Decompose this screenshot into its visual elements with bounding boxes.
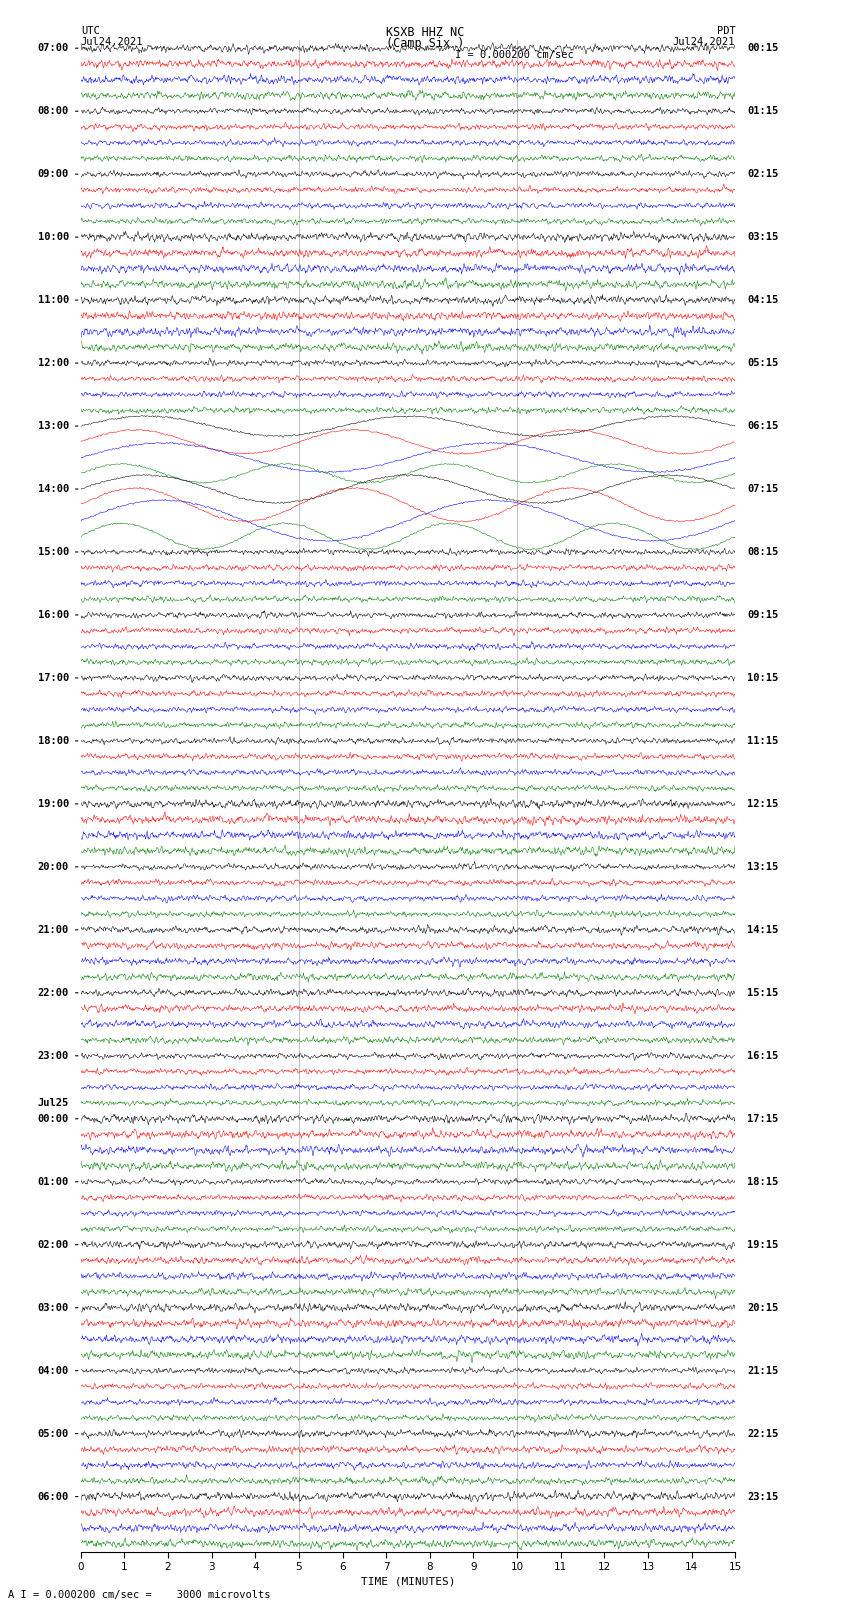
Text: (Camp Six ): (Camp Six ) [386,37,464,50]
Text: 16:00: 16:00 [37,610,69,619]
Text: 19:15: 19:15 [747,1240,779,1250]
Text: 13:00: 13:00 [37,421,69,431]
Text: 20:00: 20:00 [37,861,69,873]
Text: 09:00: 09:00 [37,169,69,179]
Text: 08:00: 08:00 [37,106,69,116]
Text: 03:00: 03:00 [37,1303,69,1313]
Text: I = 0.000200 cm/sec: I = 0.000200 cm/sec [455,50,574,60]
X-axis label: TIME (MINUTES): TIME (MINUTES) [360,1576,456,1586]
Text: 16:15: 16:15 [747,1050,779,1061]
Text: A I = 0.000200 cm/sec =    3000 microvolts: A I = 0.000200 cm/sec = 3000 microvolts [8,1590,271,1600]
Text: 07:15: 07:15 [747,484,779,494]
Text: 04:00: 04:00 [37,1366,69,1376]
Text: 03:15: 03:15 [747,232,779,242]
Text: Jul24,2021: Jul24,2021 [672,37,735,47]
Text: 00:15: 00:15 [747,44,779,53]
Text: 06:00: 06:00 [37,1492,69,1502]
Text: Jul25: Jul25 [37,1098,69,1108]
Text: 14:00: 14:00 [37,484,69,494]
Text: 11:00: 11:00 [37,295,69,305]
Text: 00:00: 00:00 [37,1113,69,1124]
Text: 02:00: 02:00 [37,1240,69,1250]
Text: 15:15: 15:15 [747,987,779,998]
Text: 05:15: 05:15 [747,358,779,368]
Text: 05:00: 05:00 [37,1429,69,1439]
Text: 01:15: 01:15 [747,106,779,116]
Text: UTC: UTC [81,26,99,35]
Text: 20:15: 20:15 [747,1303,779,1313]
Text: 18:00: 18:00 [37,736,69,745]
Text: 10:00: 10:00 [37,232,69,242]
Text: 10:15: 10:15 [747,673,779,682]
Text: 06:15: 06:15 [747,421,779,431]
Text: 17:15: 17:15 [747,1113,779,1124]
Text: 14:15: 14:15 [747,924,779,936]
Text: 02:15: 02:15 [747,169,779,179]
Text: KSXB HHZ NC: KSXB HHZ NC [386,26,464,39]
Text: 11:15: 11:15 [747,736,779,745]
Text: 23:00: 23:00 [37,1050,69,1061]
Text: 13:15: 13:15 [747,861,779,873]
Text: 19:00: 19:00 [37,798,69,808]
Text: 09:15: 09:15 [747,610,779,619]
Text: 23:15: 23:15 [747,1492,779,1502]
Text: Jul24,2021: Jul24,2021 [81,37,144,47]
Text: 22:00: 22:00 [37,987,69,998]
Text: 21:00: 21:00 [37,924,69,936]
Text: 17:00: 17:00 [37,673,69,682]
Text: 18:15: 18:15 [747,1177,779,1187]
Text: PDT: PDT [717,26,735,35]
Text: 12:15: 12:15 [747,798,779,808]
Text: 12:00: 12:00 [37,358,69,368]
Text: 01:00: 01:00 [37,1177,69,1187]
Text: 08:15: 08:15 [747,547,779,556]
Text: 04:15: 04:15 [747,295,779,305]
Text: 15:00: 15:00 [37,547,69,556]
Text: 07:00: 07:00 [37,44,69,53]
Text: 22:15: 22:15 [747,1429,779,1439]
Text: 21:15: 21:15 [747,1366,779,1376]
